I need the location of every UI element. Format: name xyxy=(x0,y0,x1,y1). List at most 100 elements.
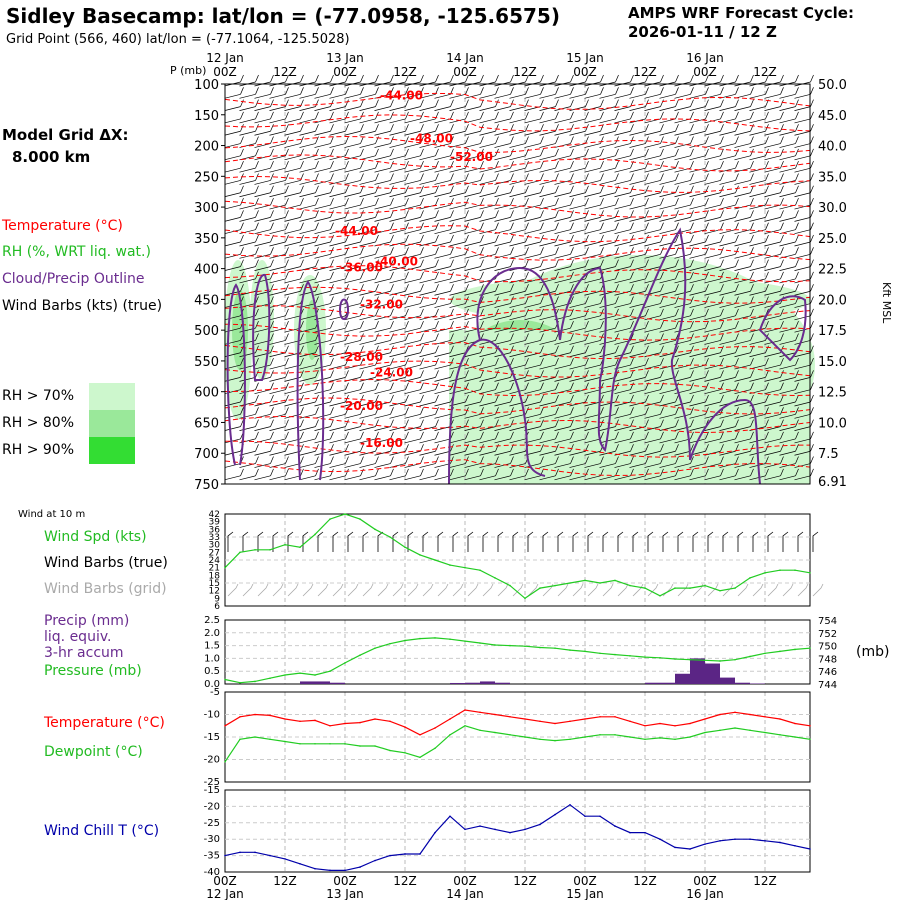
wind-barb xyxy=(329,148,349,161)
wind-barb xyxy=(314,234,334,247)
wind-barb xyxy=(329,197,349,210)
wind-barb xyxy=(389,148,409,161)
wind-chill-line-point xyxy=(644,831,646,834)
wind-barb xyxy=(659,419,679,431)
rh-legend-90-label: RH > 90% xyxy=(2,442,75,458)
wind-barb xyxy=(524,124,544,136)
wind-chill-line-point xyxy=(554,813,556,816)
wind-barb xyxy=(449,357,469,370)
wind-barb xyxy=(239,370,259,382)
temperature-line-point xyxy=(299,720,301,723)
wind-barb xyxy=(359,370,379,382)
wind-barb xyxy=(374,321,394,333)
wind-barb xyxy=(449,419,469,431)
wind-barb xyxy=(494,456,514,468)
wind-barb xyxy=(434,222,454,235)
wind-barb xyxy=(464,382,484,395)
wind-speed-line-point xyxy=(734,587,736,589)
wind-barb xyxy=(599,185,619,198)
dewpoint-line-point xyxy=(404,751,406,754)
wind-barb xyxy=(359,210,379,222)
wind-barb xyxy=(494,173,514,185)
pressure-line xyxy=(224,637,811,684)
wind-barb xyxy=(599,161,619,173)
wind-barb xyxy=(389,431,409,444)
wind-barb xyxy=(569,111,589,124)
wind-barb xyxy=(449,210,469,222)
wind-barb xyxy=(584,185,604,198)
dewpoint-line-point xyxy=(794,736,796,738)
wind-barb xyxy=(704,271,724,284)
wind-barb xyxy=(374,136,394,148)
wind-barb xyxy=(704,197,724,210)
wind-barb xyxy=(224,247,244,259)
wind-barb xyxy=(629,333,649,345)
wind-barb xyxy=(299,271,319,284)
forecast-cycle-value: 2026-01-11 / 12 Z xyxy=(628,23,777,41)
rh-region xyxy=(306,300,318,360)
wind-barb xyxy=(269,87,289,99)
wind-barb xyxy=(779,333,799,345)
wind-barb xyxy=(794,456,814,468)
wind-barb xyxy=(269,308,289,321)
wind-barb xyxy=(314,456,334,468)
wind-barb xyxy=(494,210,514,222)
wind-barb-true xyxy=(737,531,744,552)
wind-barb xyxy=(389,271,409,284)
wind-barb xyxy=(539,394,559,407)
wind-barb xyxy=(464,197,484,210)
pressure-right-tick-label: 744 xyxy=(818,680,837,691)
wind-barb xyxy=(689,247,709,259)
wind-barb xyxy=(404,247,424,259)
wind-barb xyxy=(539,148,559,161)
wind-barb xyxy=(269,185,289,198)
wind-barb xyxy=(584,308,604,321)
wind-barb xyxy=(734,419,754,431)
wind-barb xyxy=(359,382,379,395)
wind-barb xyxy=(359,234,379,247)
wind-barb-grid xyxy=(467,583,479,597)
wind-barb xyxy=(479,136,499,148)
temperature-line-point xyxy=(329,724,331,727)
wind-barb xyxy=(329,407,349,419)
wind-barb xyxy=(449,308,469,321)
wind-barb xyxy=(764,394,784,407)
wind-barb-true xyxy=(752,531,759,552)
wind-barb xyxy=(314,185,334,198)
wind-barb xyxy=(404,444,424,456)
wind-barb xyxy=(674,99,694,111)
wind-barb xyxy=(779,308,799,321)
wind-barb xyxy=(269,99,289,111)
wind-barb xyxy=(749,185,769,198)
dewpoint-line-point xyxy=(359,745,361,747)
wind-barb xyxy=(659,197,679,210)
wind-barb xyxy=(344,394,364,407)
dewpoint-line-point xyxy=(509,733,511,736)
pressure-line-point xyxy=(314,674,316,676)
height-tick-label: 50.0 xyxy=(818,78,847,93)
wind-barb xyxy=(494,161,514,173)
wind-barb xyxy=(299,148,319,161)
wind-barb xyxy=(569,382,589,395)
rh-legend-70-swatch xyxy=(89,383,135,410)
wind-barb xyxy=(389,284,409,296)
pressure-line-point xyxy=(629,655,631,657)
temperature-tick-label: -20 xyxy=(204,755,220,766)
wind-barb xyxy=(344,124,364,136)
temperature-line-point xyxy=(239,715,241,718)
wind-barb xyxy=(314,124,334,136)
wind-barb xyxy=(539,431,559,444)
wind-barb xyxy=(359,222,379,235)
wind-barb xyxy=(314,468,334,481)
wind-barb xyxy=(359,296,379,308)
dewpoint-line-point xyxy=(584,736,586,738)
temperature-line-point xyxy=(419,733,421,736)
height-axis-label: Kft MSL xyxy=(880,282,893,324)
wind-barb xyxy=(719,308,739,321)
temperature-contour-label: -36.00 xyxy=(340,261,383,275)
wind-barb xyxy=(779,284,799,296)
wind-barb xyxy=(374,431,394,444)
wind-barb xyxy=(629,197,649,210)
wind-barb xyxy=(584,87,604,99)
wind-barb xyxy=(674,87,694,99)
